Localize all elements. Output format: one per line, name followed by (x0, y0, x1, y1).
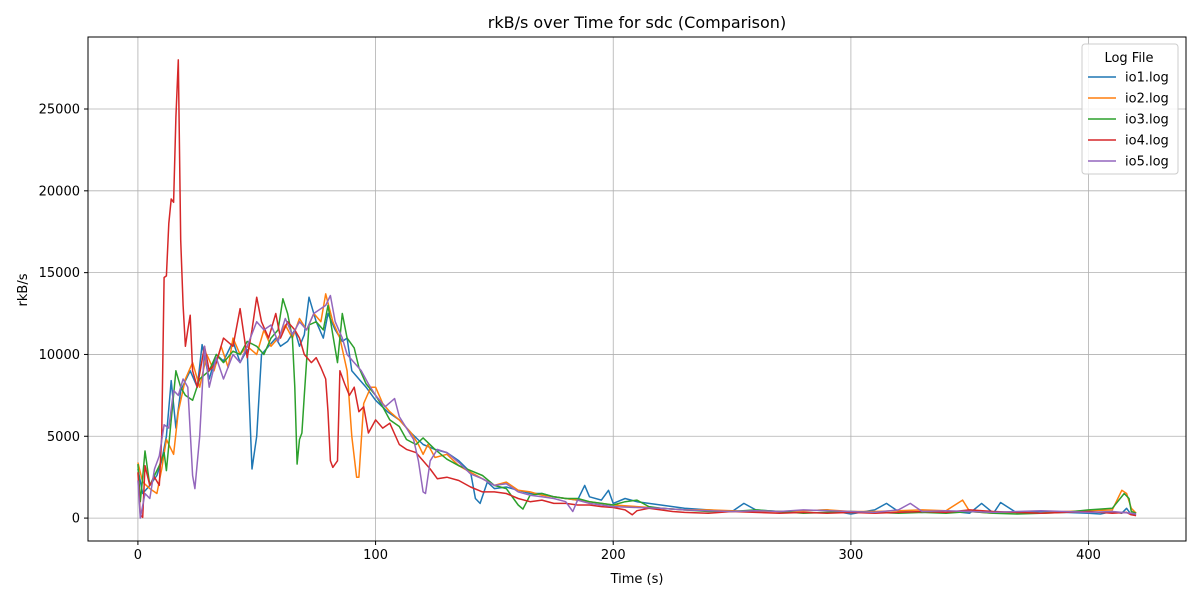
x-axis-label: Time (s) (610, 572, 664, 587)
series-line-io4-log (137, 59, 1137, 519)
x-tick-label: 0 (134, 548, 142, 563)
x-tick-label: 400 (1076, 548, 1101, 563)
y-tick-label: 20000 (39, 184, 80, 199)
legend-title: Log File (1104, 51, 1153, 66)
legend-label: io5.log (1125, 155, 1169, 170)
legend-label: io4.log (1125, 134, 1169, 149)
y-axis-label: rkB/s (16, 273, 31, 306)
legend-label: io1.log (1125, 71, 1169, 86)
y-tick-label: 15000 (39, 266, 80, 281)
series-line-io3-log (137, 298, 1137, 515)
legend-label: io2.log (1125, 92, 1169, 107)
x-tick-label: 200 (601, 548, 626, 563)
legend-items: io1.log io2.log io3.log io4.log io5.log (1088, 71, 1169, 170)
y-tick-label: 10000 (39, 348, 80, 363)
legend-label: io3.log (1125, 113, 1169, 128)
y-tick-label: 5000 (47, 430, 80, 445)
x-tick-label: 100 (363, 548, 388, 563)
series-lines (137, 59, 1137, 519)
axis-ticks: 0 100 200 300 400 0 5000 10000 15000 20000 25000 (39, 103, 1101, 564)
plot-frame (87, 36, 1187, 542)
chart-title: rkB/s over Time for sdc (Comparison) (488, 13, 786, 32)
series-line-io5-log (137, 294, 1137, 519)
x-tick-label: 300 (838, 548, 863, 563)
legend: Log File io1.log io2.log io3.log io4.log io5… (1081, 43, 1179, 175)
grid-lines (88, 37, 1186, 541)
y-tick-label: 0 (72, 512, 80, 527)
y-tick-label: 25000 (39, 103, 80, 118)
